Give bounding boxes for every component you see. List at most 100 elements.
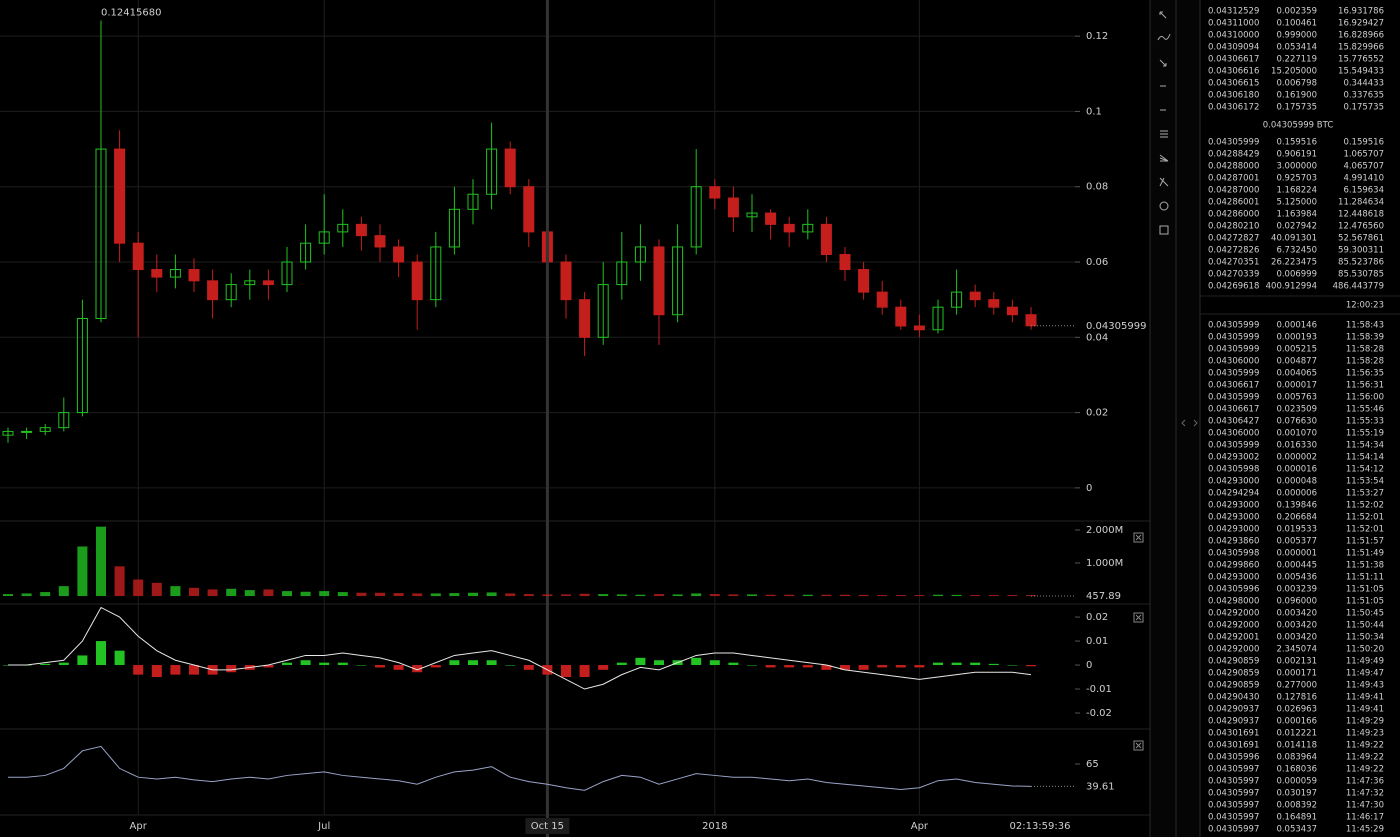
- total: 11:56:35: [1346, 369, 1384, 379]
- total: 11:50:44: [1346, 621, 1384, 631]
- amount: 0.006798: [1276, 79, 1317, 89]
- macd-bar: [951, 662, 962, 666]
- total: 11:53:27: [1346, 489, 1384, 499]
- price: 0.04305999: [1208, 441, 1259, 451]
- macd-bar: [784, 665, 795, 668]
- price: 0.04306616: [1208, 67, 1259, 77]
- candle-body: [876, 291, 888, 308]
- total: 12.448618: [1338, 210, 1384, 220]
- volume-bar: [561, 594, 571, 597]
- macd-bar: [691, 657, 702, 666]
- price: 0.04305997: [1208, 789, 1259, 799]
- total: 11:55:33: [1346, 417, 1384, 427]
- candle-body: [21, 430, 33, 433]
- total: 52.567861: [1338, 234, 1384, 244]
- price: 0.04292000: [1208, 645, 1259, 655]
- candle-body: [207, 280, 219, 301]
- price: 0.04299860: [1208, 561, 1259, 571]
- candle-body: [2, 430, 14, 436]
- volume-bar: [728, 594, 739, 597]
- volume-bar: [189, 587, 199, 597]
- candle-body: [579, 299, 591, 338]
- candle-body: [1025, 314, 1037, 327]
- volume-bar: [877, 595, 888, 597]
- price: 0.04269618: [1208, 282, 1259, 292]
- amount: 0.000001: [1276, 549, 1317, 559]
- price: 0.04301691: [1208, 741, 1259, 751]
- amount: 0.002131: [1276, 657, 1317, 667]
- macd-bar: [263, 665, 274, 668]
- total: 11:51:49: [1346, 549, 1384, 559]
- y-tick-label: 0.08: [1086, 182, 1108, 193]
- price: 0.04292000: [1208, 621, 1259, 631]
- total: 11:49:22: [1346, 753, 1384, 763]
- total: 11:58:28: [1346, 357, 1384, 367]
- price: 0.04288429: [1208, 150, 1259, 160]
- amount: 0.002359: [1276, 7, 1317, 17]
- total: 0.159516: [1343, 138, 1384, 148]
- amount: 0.083964: [1276, 753, 1317, 763]
- macd-line: [8, 606, 1032, 690]
- macd-bar: [393, 665, 404, 670]
- candle-body: [58, 412, 70, 429]
- volume-bar: [449, 593, 460, 597]
- price: 0.04293860: [1208, 537, 1259, 547]
- volume-bar: [486, 592, 497, 597]
- amount: 0.030197: [1276, 789, 1317, 799]
- price: 0.04287001: [1208, 174, 1259, 184]
- candle-body: [393, 246, 405, 263]
- drawing-tools[interactable]: [1157, 11, 1171, 235]
- volume-bar: [821, 594, 832, 597]
- candle-body: [634, 246, 646, 263]
- price: 0.04293000: [1208, 525, 1259, 535]
- price: 0.04305998: [1208, 465, 1259, 475]
- price: 0.04280210: [1208, 222, 1259, 232]
- candle-body: [523, 186, 535, 233]
- total: 11:46:17: [1346, 813, 1384, 823]
- total: 11:51:38: [1346, 561, 1384, 571]
- price: 0.04305999: [1208, 138, 1259, 148]
- x-tick-label: Jul: [317, 821, 330, 832]
- volume-bar: [375, 592, 385, 597]
- price: 0.04290859: [1208, 657, 1259, 667]
- volume-bar: [895, 595, 906, 597]
- macd-bar: [988, 663, 999, 666]
- macd-bar: [114, 650, 125, 666]
- candle-body: [913, 325, 925, 331]
- panel-close-buttons[interactable]: [1133, 532, 1144, 751]
- volume-bar: [579, 593, 590, 597]
- total: 15.829966: [1338, 43, 1384, 53]
- macd-bar: [1007, 665, 1018, 666]
- volume-bar: [300, 591, 311, 597]
- amount: 0.100461: [1276, 19, 1317, 29]
- total: 11:50:20: [1346, 645, 1384, 655]
- candle-body: [746, 212, 758, 218]
- total: 11:47:36: [1346, 777, 1384, 787]
- rsi-line: [8, 745, 1032, 791]
- volume-bar: [40, 592, 51, 597]
- volume-bar: [616, 594, 627, 597]
- candle-body: [318, 231, 330, 244]
- amount: 0.003420: [1276, 609, 1317, 619]
- volume-bar: [970, 595, 981, 597]
- price: 0.04306617: [1208, 381, 1259, 391]
- candle-body: [114, 148, 126, 244]
- price: 0.04293000: [1208, 513, 1259, 523]
- volume-bar: [337, 592, 348, 597]
- macd-bar: [840, 665, 850, 670]
- amount: 0.999000: [1276, 31, 1317, 41]
- y-tick-label: 0.12: [1086, 31, 1108, 42]
- collapse-arrows[interactable]: [1181, 419, 1198, 427]
- total: 11:47:32: [1346, 789, 1384, 799]
- y-tick-label: 0.1: [1086, 106, 1102, 117]
- macd-bar: [858, 665, 869, 670]
- price: 0.04306000: [1208, 357, 1259, 367]
- total: 11:53:54: [1346, 477, 1384, 487]
- volume-bar: [96, 526, 106, 597]
- price: 0.04305999: [1208, 321, 1259, 331]
- amount: 0.925703: [1276, 174, 1317, 184]
- total: 11:47:30: [1346, 801, 1384, 811]
- candle-body: [430, 246, 442, 301]
- price: 0.04293000: [1208, 477, 1259, 487]
